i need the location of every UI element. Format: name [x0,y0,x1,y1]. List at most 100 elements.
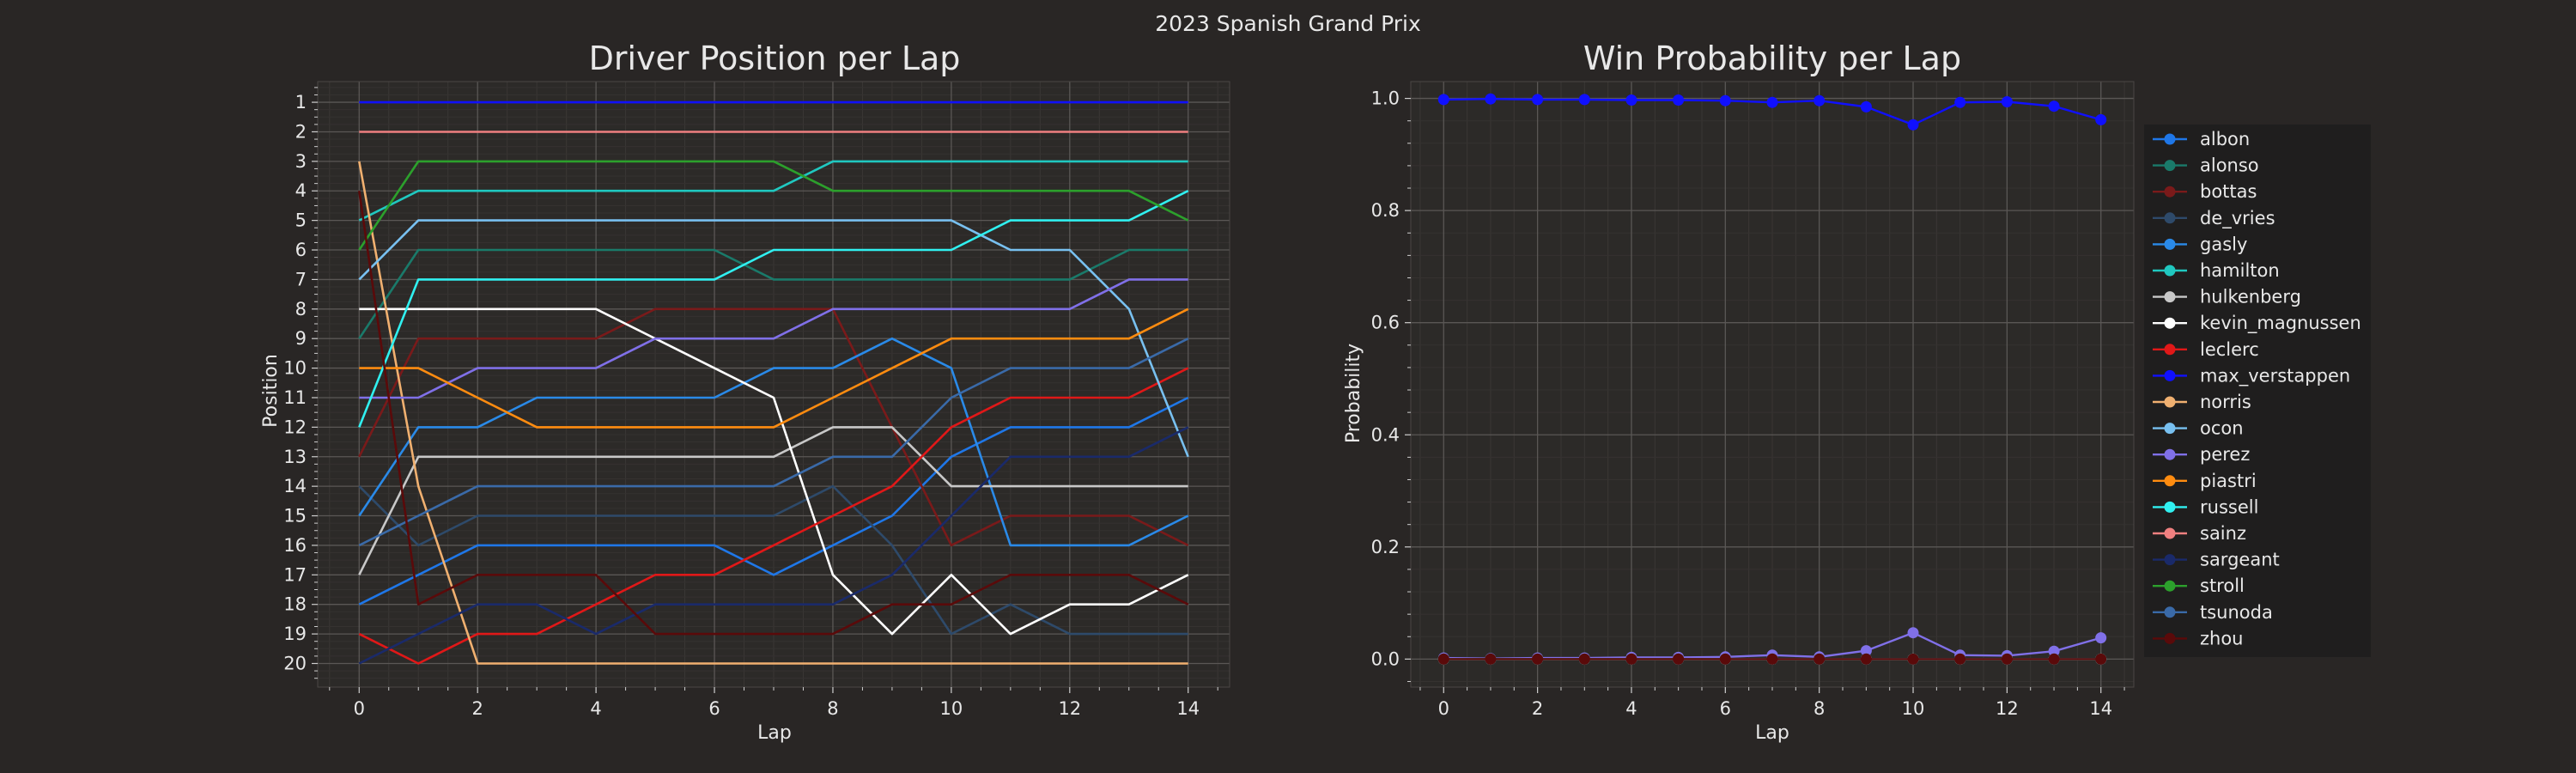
legend-label-tsunoda: tsunoda [2200,602,2273,623]
legend-label-hamilton: hamilton [2200,260,2280,281]
legend-label-ocon: ocon [2200,418,2244,439]
position-line-sargeant [358,426,1189,665]
legend-label-sainz: sainz [2200,523,2246,544]
legend-label-albon: albon [2200,129,2250,149]
legend-marker-sainz [2164,527,2176,539]
legend-label-gasly: gasly [2200,234,2247,254]
position-line-hamilton [358,160,1188,222]
legend-marker-max_verstappen [2164,369,2176,381]
legend-label-norris: norris [2200,392,2251,412]
position-x-tick-label: 4 [590,698,601,719]
position-x-axis-label: Lap [757,722,792,744]
probability-x-tick-label: 2 [1532,698,1543,719]
probability-y-tick-label: 0.0 [1371,648,1400,669]
legend-marker-de_vries [2164,212,2176,224]
probability-point-max_verstappen [1437,94,1449,106]
probability-x-axis-label: Lap [1755,722,1789,744]
position-y-tick-label: 15 [283,506,307,526]
position-line-albon [358,396,1189,606]
probability-point-zhou [1907,653,1919,665]
probability-chart: 0 2 4 6 8 10 12 14 0.0 0.2 0.4 0.6 0.8 1.0 Win Probab… [1343,40,2371,744]
probability-x-tick-label: 12 [1996,698,2019,719]
probability-point-max_verstappen [1673,94,1685,106]
position-line-gasly [358,337,1189,547]
position-y-tick-label: 13 [283,447,307,467]
position-line-hulkenberg [358,426,1188,575]
position-chart: 0 2 4 6 8 10 12 1412345678910111213141516171819… [260,40,1230,744]
legend-marker-piastri [2164,475,2176,487]
position-line-stroll [358,160,1189,251]
legend-marker-bottas [2164,186,2176,198]
probability-grid [1411,82,2134,687]
legend-marker-ocon [2164,423,2176,435]
legend-box [2144,125,2371,657]
probability-x-tick-label: 8 [1814,698,1825,719]
probability-x-tick-label: 0 [1438,698,1449,719]
probability-point-zhou [1485,653,1497,665]
figure-title: 2023 Spanish Grand Prix [1155,11,1421,36]
probability-y-tick-label: 1.0 [1371,88,1400,109]
legend-label-max_verstappen: max_verstappen [2200,365,2350,386]
legend-marker-hamilton [2164,265,2176,277]
legend-marker-norris [2164,396,2176,408]
probability-axes: 0 2 4 6 8 10 12 14 0.0 0.2 0.4 0.6 0.8 1.0 [1371,88,2125,719]
probability-y-tick-label: 0.2 [1371,537,1400,557]
probability-point-max_verstappen [2001,96,2013,107]
position-line-kevin_magnussen [359,307,1189,636]
position-series-lines [358,100,1189,665]
position-x-tick-label: 14 [1176,698,1200,719]
probability-y-axis-label: Probability [1343,344,1364,443]
probability-x-tick-label: 6 [1720,698,1731,719]
legend-marker-leclerc [2164,344,2176,356]
legend-label-alonso: alonso [2200,155,2259,176]
legend-label-perez: perez [2200,444,2250,465]
position-y-tick-label: 12 [283,417,307,437]
position-x-tick-label: 10 [940,698,963,719]
legend-label-bottas: bottas [2200,181,2257,202]
probability-point-max_verstappen [1532,94,1544,106]
position-line-zhou [358,191,1189,636]
legend-label-de_vries: de_vries [2200,208,2275,229]
position-y-tick-label: 5 [295,210,307,231]
probability-point-max_verstappen [1766,96,1778,108]
probability-point-zhou [1719,653,1731,665]
position-chart-title: Driver Position per Lap [589,40,961,77]
probability-point-zhou [1532,653,1544,665]
legend-marker-hulkenberg [2164,291,2176,303]
probability-point-max_verstappen [1485,93,1497,105]
probability-point-max_verstappen [2095,113,2107,125]
probability-chart-title: Win Probability per Lap [1583,40,1961,77]
position-x-tick-label: 2 [472,698,483,719]
probability-point-zhou [1766,653,1778,665]
position-y-tick-label: 9 [295,328,307,349]
position-y-tick-label: 7 [295,269,307,289]
probability-point-zhou [2001,653,2013,665]
position-line-norris [358,161,1188,665]
probability-point-max_verstappen [1907,119,1919,131]
position-x-tick-label: 12 [1058,698,1081,719]
probability-y-tick-label: 0.4 [1371,424,1400,445]
position-y-tick-label: 20 [283,653,307,673]
position-line-perez [359,278,1188,399]
probability-x-tick-label: 4 [1625,698,1637,719]
position-x-tick-label: 0 [354,698,365,719]
position-line-alonso [358,248,1188,339]
position-line-piastri [359,307,1189,429]
position-line-tsunoda [358,338,1189,547]
probability-point-zhou [2048,653,2060,665]
legend-label-leclerc: leclerc [2200,339,2259,360]
legend-marker-albon [2164,133,2176,145]
probability-point-max_verstappen [1719,94,1731,107]
probability-point-zhou [2095,653,2107,665]
probability-x-tick-label: 10 [1902,698,1925,719]
legend-marker-tsunoda [2164,606,2176,618]
legend-label-stroll: stroll [2200,575,2245,596]
probability-point-zhou [1437,653,1449,665]
legend-marker-alonso [2164,160,2176,172]
probability-x-tick-label: 14 [2089,698,2112,719]
legend-label-piastri: piastri [2200,471,2257,491]
legend-label-kevin_magnussen: kevin_magnussen [2200,313,2361,334]
position-y-tick-label: 1 [295,92,307,113]
